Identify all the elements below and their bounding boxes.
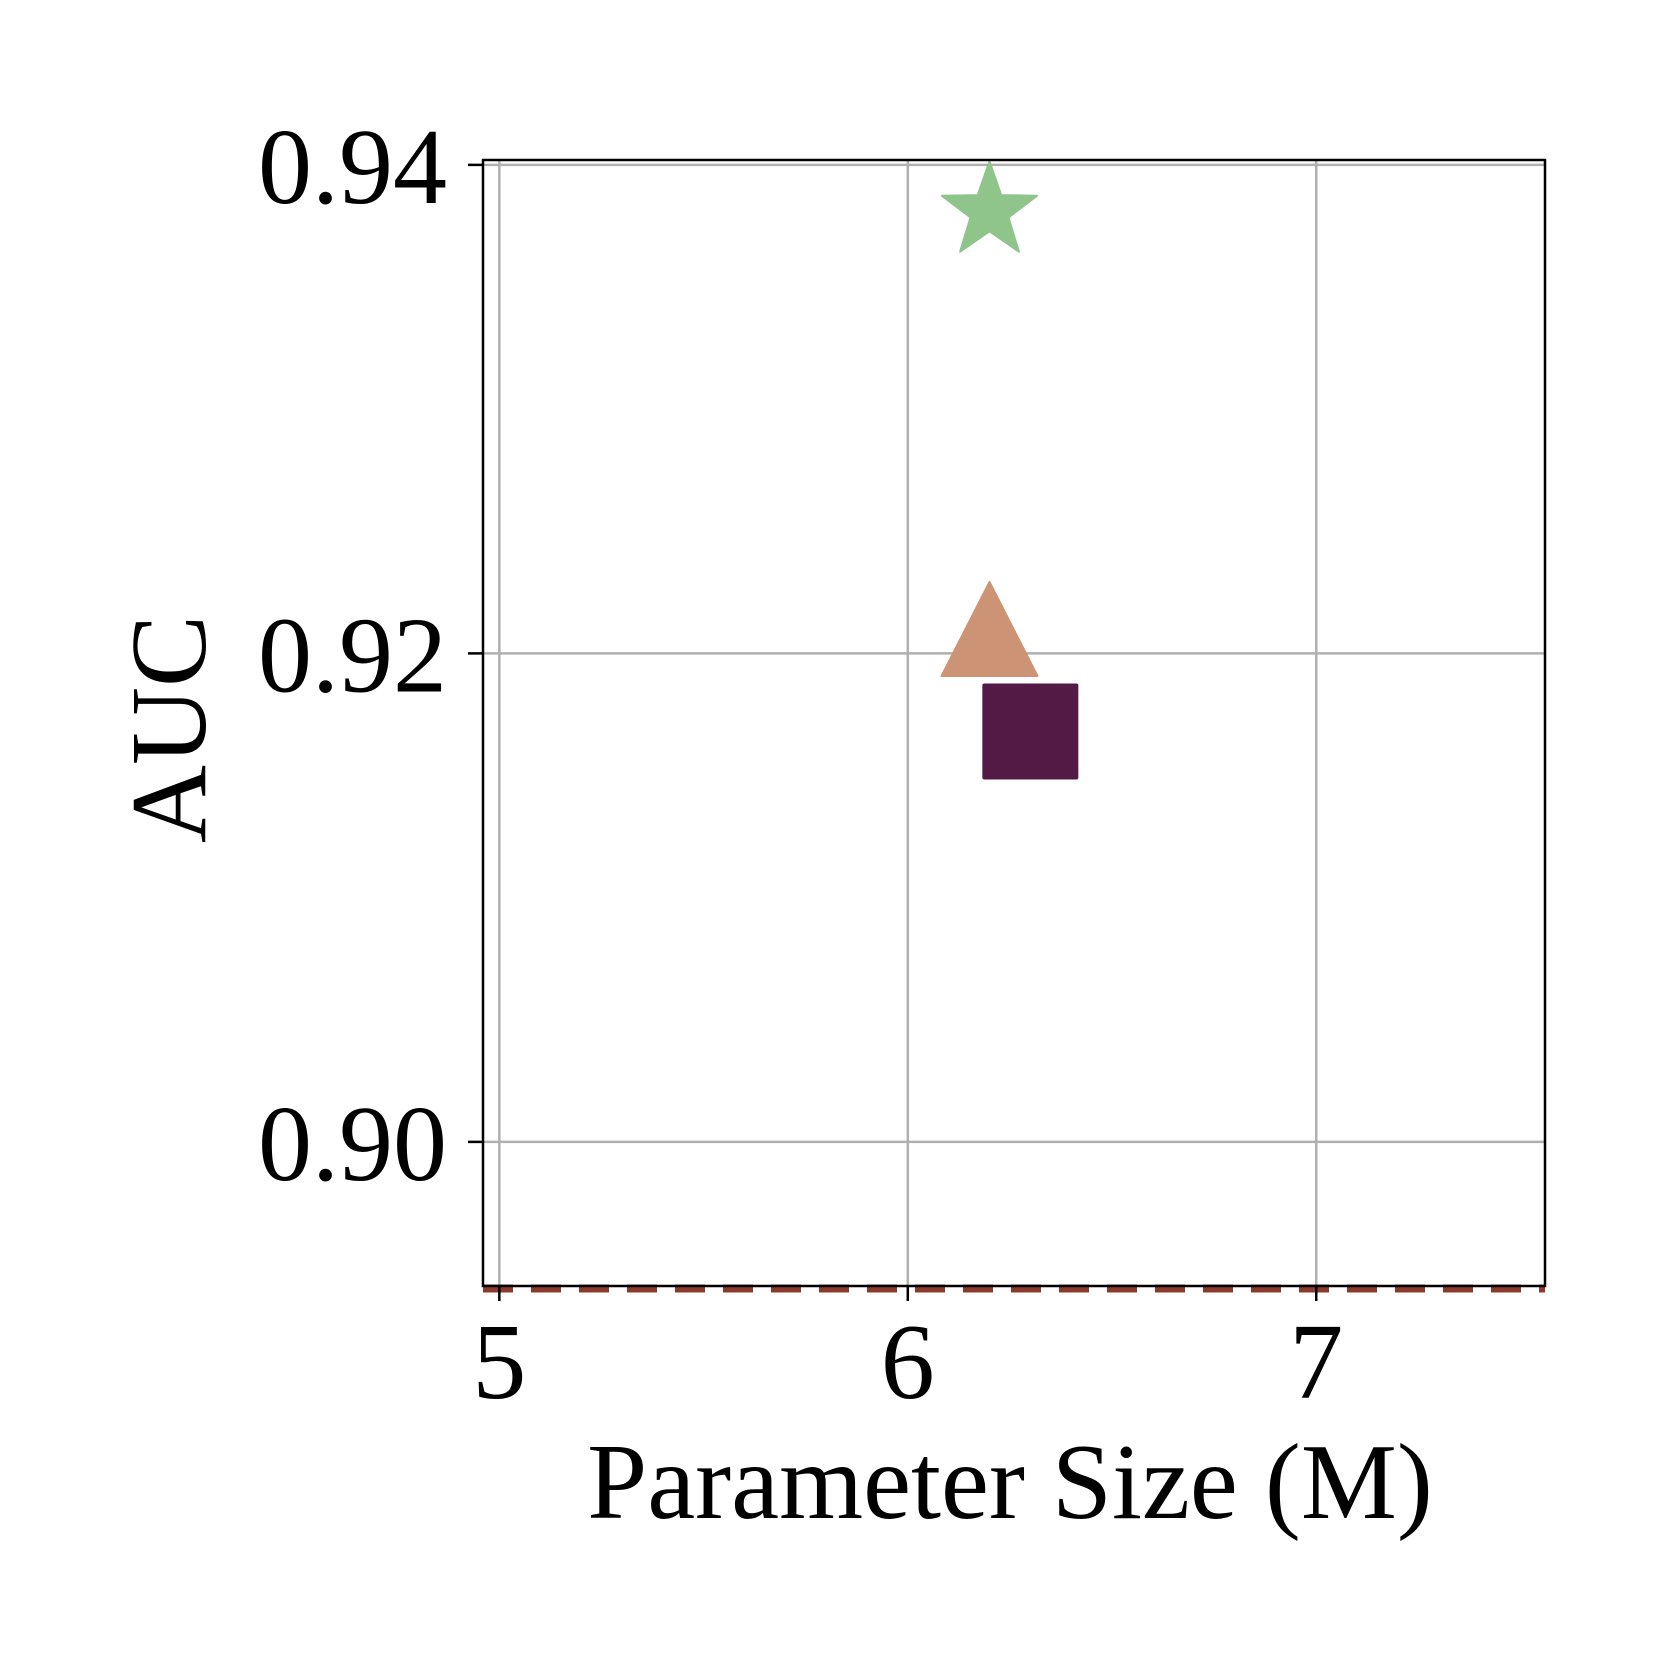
x-axis-ticks: 5 6 7 [472, 1286, 1343, 1422]
star-marker [940, 160, 1038, 253]
x-tick-label: 5 [472, 1303, 526, 1422]
plot-frame [481, 158, 1547, 1288]
data-markers [940, 160, 1079, 780]
y-axis-label: AUC [110, 615, 229, 843]
y-tick-label: 0.90 [258, 1085, 447, 1204]
triangle-marker [940, 581, 1039, 677]
y-tick-label: 0.94 [258, 108, 447, 227]
square-marker [982, 683, 1079, 780]
x-tick-label: 6 [881, 1303, 935, 1422]
x-tick-label: 7 [1289, 1303, 1343, 1422]
y-tick-label: 0.92 [258, 596, 447, 715]
y-axis-ticks: 0.90 0.92 0.94 [258, 108, 483, 1204]
x-axis-label: Parameter Size (M) [587, 1423, 1433, 1542]
